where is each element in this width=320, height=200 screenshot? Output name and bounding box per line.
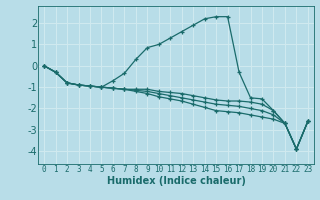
X-axis label: Humidex (Indice chaleur): Humidex (Indice chaleur) xyxy=(107,176,245,186)
